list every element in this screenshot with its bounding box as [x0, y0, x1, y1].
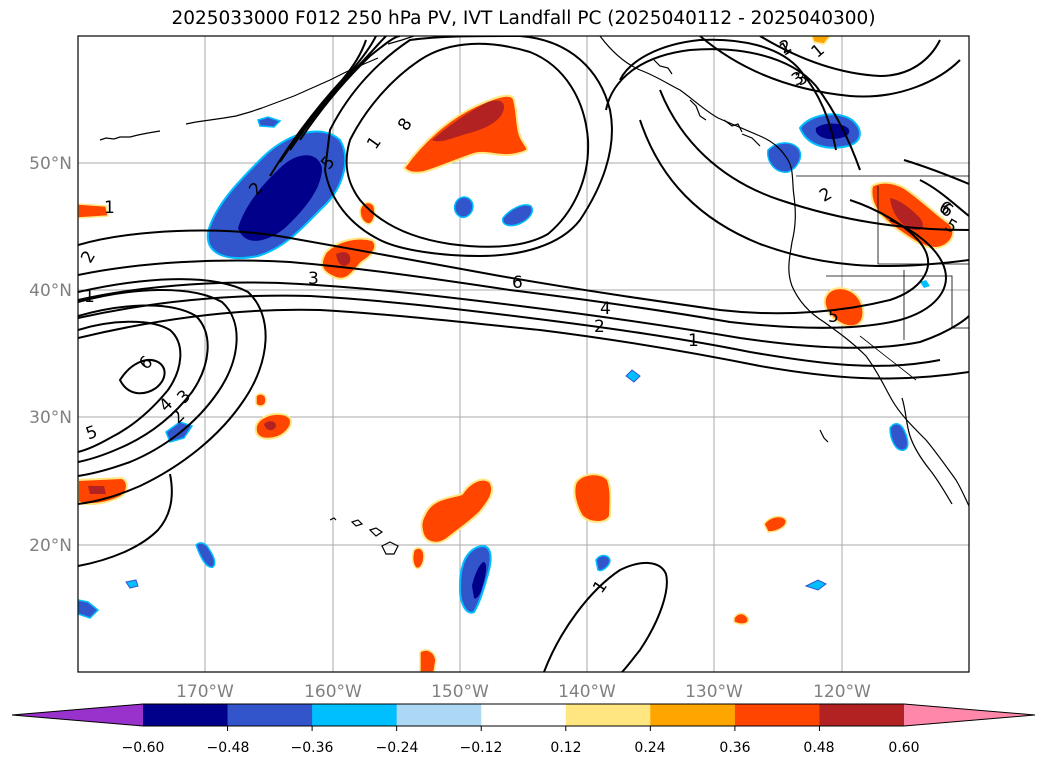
contour-label: 2	[594, 317, 605, 337]
lon-label-130w: 130°W	[685, 682, 743, 702]
colorbar-segment	[819, 704, 905, 726]
colorbar-segment	[481, 704, 567, 726]
colorbar-segment	[143, 704, 229, 726]
contour-label: 6	[512, 273, 523, 293]
colorbar-tick-label: 0.12	[550, 740, 581, 756]
colorbar-segments	[11, 703, 1036, 727]
colorbar-ticks	[227, 726, 820, 731]
colorbar-tick-label: 0.60	[888, 740, 919, 756]
latitude-labels: 50°N 40°N 30°N 20°N	[29, 154, 72, 556]
contour-label: 1	[84, 287, 95, 307]
colorbar-extend-high	[904, 704, 1035, 726]
lat-label-20n: 20°N	[29, 536, 72, 556]
colorbar-segment	[396, 704, 482, 726]
colorbar-segment	[312, 704, 398, 726]
lat-label-50n: 50°N	[29, 154, 72, 174]
contour-label: 1	[688, 331, 699, 351]
colorbar-tick-label: 0.24	[634, 740, 665, 756]
colorbar-segment	[734, 704, 820, 726]
lat-label-40n: 40°N	[29, 281, 72, 301]
longitude-labels: 170°W 160°W 150°W 140°W 130°W 120°W	[176, 682, 871, 702]
colorbar-outline	[11, 703, 1036, 727]
lon-label-160w: 160°W	[304, 682, 362, 702]
colorbar-extend-low	[12, 704, 143, 726]
lon-label-120w: 120°W	[813, 682, 871, 702]
shaded-fields	[78, 36, 955, 672]
negative-anomaly-core	[238, 155, 322, 241]
colorbar-tick-label: −0.24	[376, 740, 419, 756]
colorbar-tick-label: −0.48	[207, 740, 250, 756]
colorbar-tick-label: 0.48	[803, 740, 834, 756]
colorbar-tick-label: −0.60	[122, 740, 165, 756]
contours	[78, 36, 969, 672]
colorbar: −0.60 −0.48 −0.36 −0.24 −0.12 0.12 0.24 …	[11, 703, 1036, 756]
colorbar-segment	[227, 704, 313, 726]
contour-label: 5	[828, 307, 839, 327]
colorbar-tick-label: −0.12	[460, 740, 503, 756]
colorbar-segment	[650, 704, 736, 726]
page-title: 2025033000 F012 250 hPa PV, IVT Landfall…	[171, 8, 876, 29]
lat-label-30n: 30°N	[29, 408, 72, 428]
colorbar-tick-label: −0.36	[291, 740, 334, 756]
map-frame	[77, 35, 970, 673]
lon-label-170w: 170°W	[176, 682, 234, 702]
contour-label: 1	[104, 198, 115, 218]
lon-label-150w: 150°W	[431, 682, 489, 702]
colorbar-segment	[565, 704, 651, 726]
coastlines	[99, 36, 969, 555]
colorbar-tick-label: 0.36	[719, 740, 750, 756]
contour-label: 4	[600, 299, 611, 319]
positive-anomaly-subtropics	[420, 478, 494, 544]
contour-label: 3	[308, 269, 319, 289]
lon-label-140w: 140°W	[558, 682, 616, 702]
